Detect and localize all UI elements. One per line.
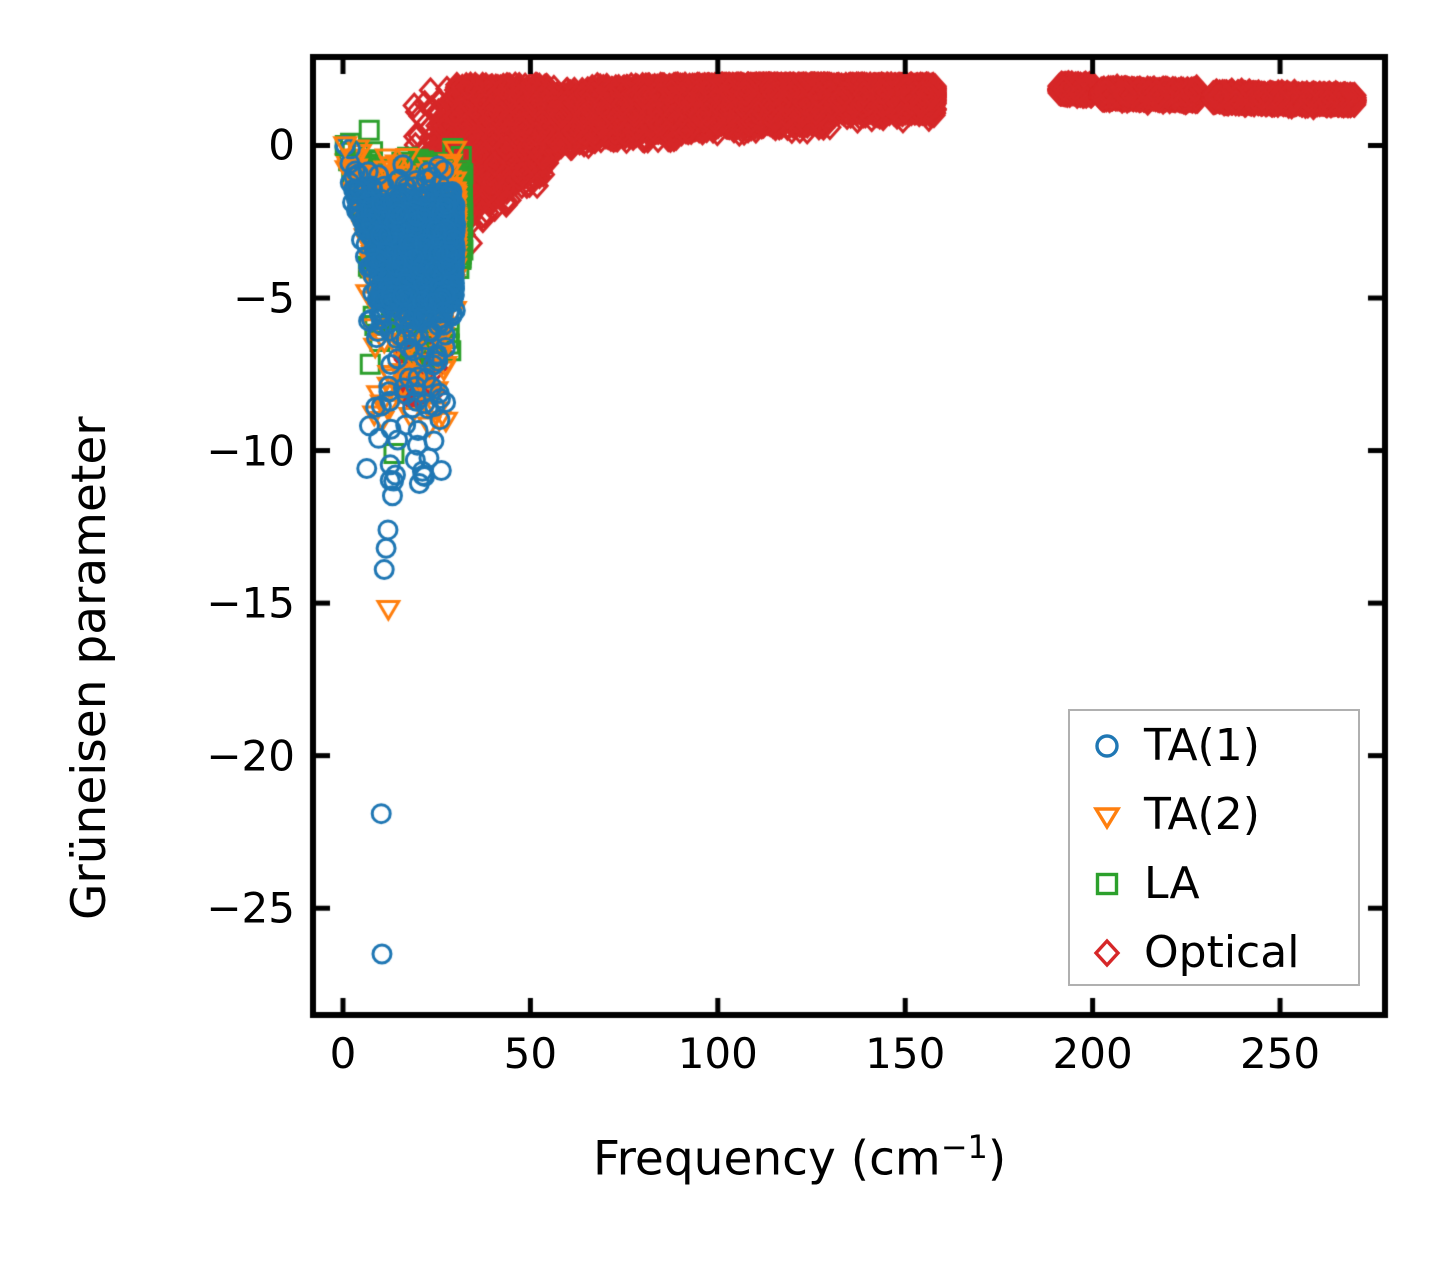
x-axis-title: Frequency (cm−1)	[593, 1128, 1006, 1187]
ta1-marker-icon	[1070, 729, 1144, 763]
y-tick-label: −15	[206, 578, 295, 628]
y-tick-label: −5	[233, 273, 295, 323]
y-tick-label: −25	[206, 883, 295, 933]
x-tick-label: 200	[1052, 1029, 1133, 1078]
optical-marker-icon	[1070, 936, 1144, 970]
x-axis-title-base: Frequency (cm	[593, 1131, 941, 1187]
y-tick-label: 0	[268, 120, 295, 170]
y-axis-title: Grüneisen parameter	[62, 416, 117, 920]
x-axis-title-exponent: −1	[940, 1128, 988, 1166]
legend-entry-la: LA	[1070, 849, 1358, 918]
x-tick-label: 0	[329, 1029, 357, 1078]
x-axis-title-tail: )	[987, 1131, 1007, 1187]
x-tick-label: 100	[677, 1029, 758, 1078]
x-tick-label: 250	[1239, 1029, 1321, 1078]
x-tick-label: 150	[865, 1029, 946, 1078]
legend-entry-ta2: TA(2)	[1070, 780, 1358, 849]
legend-label-ta2: TA(2)	[1144, 788, 1260, 840]
legend-label-optical: Optical	[1144, 926, 1300, 978]
legend: TA(1) TA(2) LA Optical	[1068, 709, 1360, 986]
ta2-marker-icon	[1070, 798, 1144, 832]
legend-label-ta1: TA(1)	[1144, 719, 1260, 771]
y-tick-label: −20	[206, 731, 295, 781]
la-marker-icon	[1070, 867, 1144, 901]
legend-entry-ta1: TA(1)	[1070, 711, 1358, 780]
legend-entry-optical: Optical	[1070, 918, 1358, 987]
x-tick-label: 50	[503, 1029, 558, 1078]
y-tick-label: −10	[206, 426, 295, 476]
legend-label-la: LA	[1144, 857, 1200, 909]
